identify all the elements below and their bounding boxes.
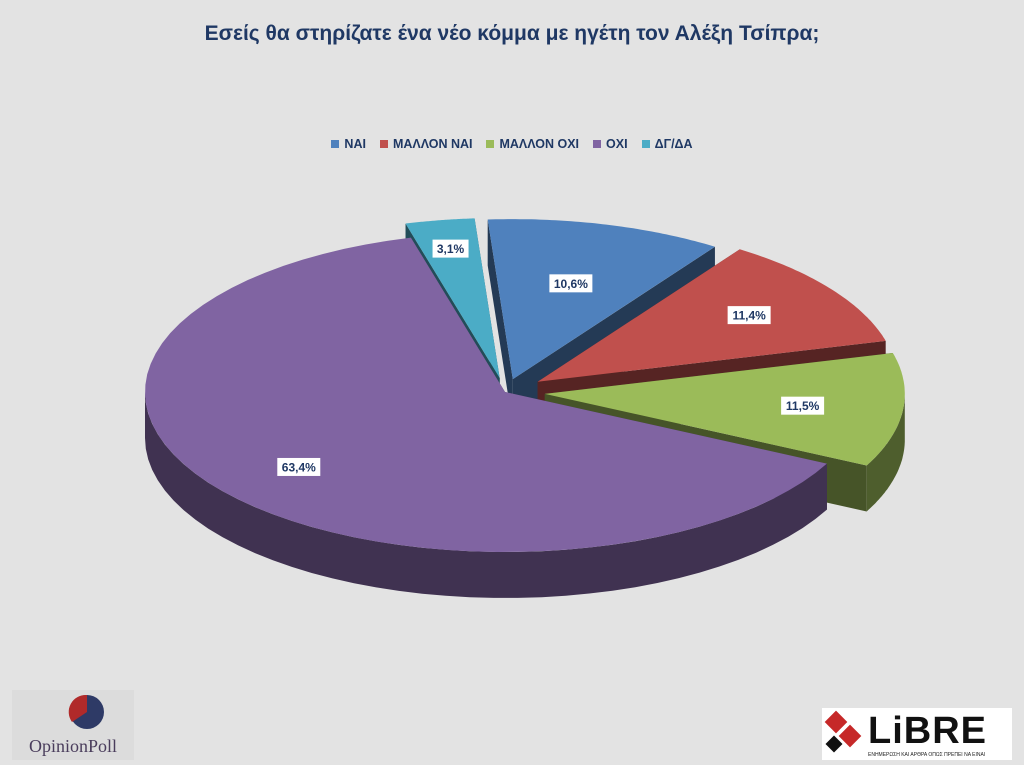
chart-title: Εσείς θα στηρίζατε ένα νέο κόμμα με ηγέτ…: [204, 22, 820, 45]
legend-swatch: [379, 140, 388, 148]
legend-item: ΟΧΙ: [593, 137, 628, 151]
legend-item: ΝΑΙ: [331, 137, 366, 151]
chart-legend: ΝΑΙ ΜΑΛΛΟΝ ΝΑΙ ΜΑΛΛΟΝ ΟΧΙ ΟΧΙ ΔΓ/ΔΑ: [0, 137, 1024, 151]
legend-label: ΜΑΛΛΟΝ ΟΧΙ: [499, 137, 580, 151]
opinionpoll-logo-icon: [68, 694, 104, 729]
opinionpoll-logo: OpinionPoll: [12, 690, 134, 760]
legend-swatch: [331, 140, 340, 148]
legend-swatch: [641, 140, 650, 148]
legend-item: ΔΓ/ΔΑ: [641, 137, 693, 151]
libre-logo: LiBRE ΕΝΗΜΕΡΩΣΗ ΚΑΙ ΑΡΘΡΑ ΟΠΩΣ ΠΡΕΠΕΙ ΝΑ…: [822, 708, 1012, 760]
pie-data-labels: 10,6% 11,4% 11,5% 63,4% 3,1%: [277, 239, 825, 476]
data-label-text: 11,4%: [732, 309, 766, 323]
data-label-text: 3,1%: [437, 242, 465, 256]
data-label: 3,1%: [432, 239, 469, 258]
legend-swatch: [593, 140, 602, 148]
pie-slice: [405, 218, 500, 378]
pie-slice: [487, 219, 715, 380]
legend-item: ΜΑΛΛΟΝ ΟΧΙ: [486, 137, 579, 151]
pie-slice-wall: [487, 219, 513, 426]
data-label: 11,4%: [727, 306, 771, 325]
legend-label: ΝΑΙ: [344, 137, 366, 151]
data-label-text: 11,5%: [786, 399, 820, 413]
data-label-text: 10,6%: [554, 277, 588, 291]
libre-logo-icon: [824, 710, 862, 753]
pie-slice: [544, 353, 905, 466]
pie-slice: [537, 249, 886, 382]
libre-logo-text: LiBRE: [868, 710, 987, 752]
pie-slice-edge: [145, 392, 827, 598]
data-label: 11,5%: [781, 396, 825, 415]
legend-item: ΜΑΛΛΟΝ ΝΑΙ: [379, 137, 473, 151]
opinionpoll-logo-text: OpinionPoll: [28, 736, 117, 756]
legend-label: ΟΧΙ: [606, 137, 628, 151]
legend-swatch: [486, 140, 495, 148]
data-label: 10,6%: [549, 274, 593, 293]
pie-slice-edge: [866, 393, 905, 512]
legend-label: ΔΓ/ΔΑ: [654, 137, 693, 151]
data-label-text: 63,4%: [282, 460, 316, 474]
data-label: 63,4%: [277, 457, 321, 476]
libre-logo-tagline: ΕΝΗΜΕΡΩΣΗ ΚΑΙ ΑΡΘΡΑ ΟΠΩΣ ΠΡΕΠΕΙ ΝΑ ΕΙΝΑΙ: [868, 752, 986, 758]
legend-label: ΜΑΛΛΟΝ ΝΑΙ: [392, 137, 473, 151]
